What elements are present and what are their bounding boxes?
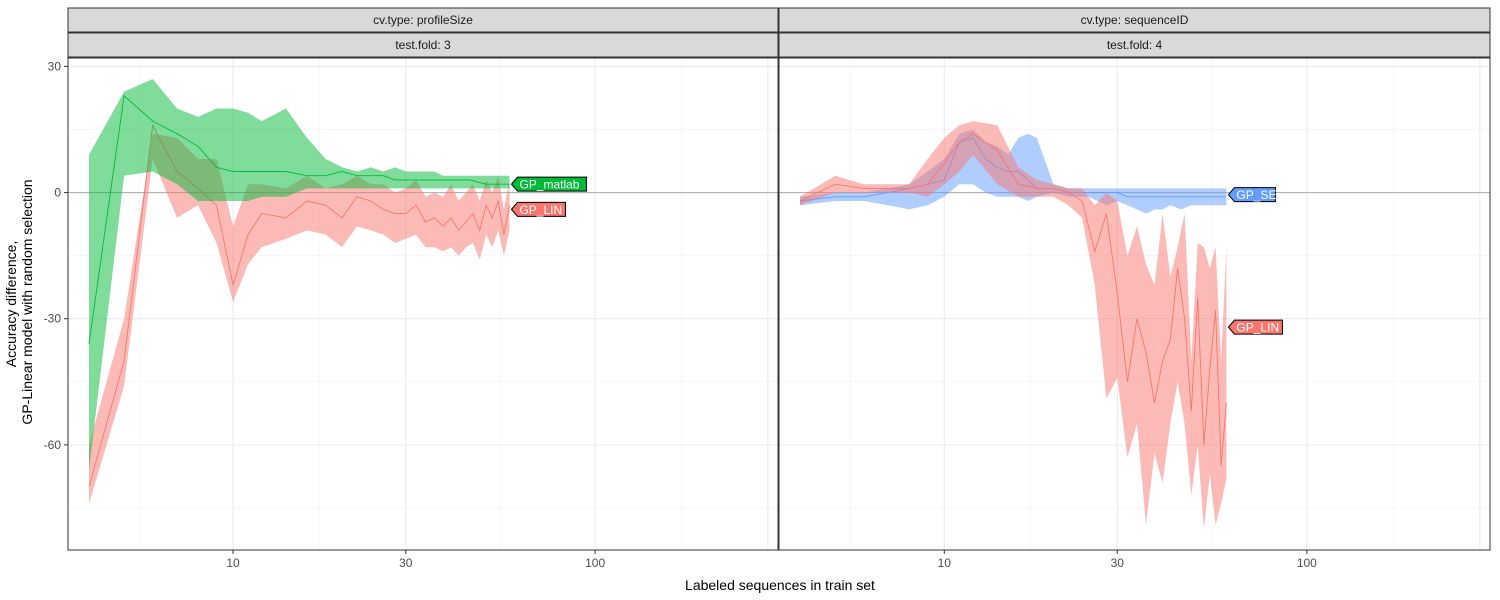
x-tick-label: 100 — [585, 556, 605, 570]
strip-bottom-label: test.fold: 4 — [1107, 38, 1163, 52]
label-box-gp-se — [1227, 187, 1276, 203]
y-axis-title: Accuracy difference, GP-Linear model wit… — [3, 179, 35, 424]
mean-line-gp-lin — [88, 123, 510, 488]
panel-border — [67, 57, 779, 551]
label-box-gp-lin — [1227, 319, 1283, 335]
y-tick-label: 0 — [54, 186, 61, 200]
x-tick-label: 10 — [226, 556, 240, 570]
y-tick-label: -60 — [44, 438, 62, 452]
x-axis-title: Labeled sequences in train set — [685, 577, 875, 593]
panel-1: cv.type: profileSize test.fold: 3 GP_LIN GP… — [44, 7, 779, 570]
mean-line-gp-lin — [799, 133, 1227, 466]
strip-bottom-label: test.fold: 3 — [395, 38, 451, 52]
strip-top-bg — [67, 7, 779, 33]
y-axis-title-line-2: GP-Linear model with random selection — [19, 179, 35, 424]
x-tick-label: 30 — [1111, 556, 1125, 570]
strip-top-bg — [778, 7, 1491, 33]
ribbon-gp-lin — [800, 121, 1227, 529]
panel-border — [778, 57, 1491, 551]
y-tick-label: -30 — [44, 312, 62, 326]
ribbon-gp-lin — [89, 133, 510, 504]
strip-bottom-bg — [67, 32, 779, 58]
label-gp-lin: GP_LIN — [1236, 321, 1279, 335]
x-tick-label: 10 — [938, 556, 952, 570]
strip-bottom-bg — [778, 32, 1491, 58]
label-box-gp-lin — [510, 201, 566, 217]
label-gp-lin: GP_LIN — [519, 203, 562, 217]
label-gp-se: GP_SE — [1236, 188, 1276, 202]
x-tick-label: 100 — [1297, 556, 1317, 570]
x-tick-label: 30 — [399, 556, 413, 570]
panel-2: cv.type: sequenceID test.fold: 4 GP_SE GP_L… — [778, 7, 1491, 570]
label-gp-matlab: GP_matlab — [519, 178, 579, 192]
y-axis-title-line-1: Accuracy difference, — [3, 241, 19, 368]
mean-line-gp-matlab — [88, 94, 510, 344]
strip-top-label: cv.type: profileSize — [373, 13, 473, 27]
y-tick-label: 30 — [48, 59, 62, 73]
ribbon-gp-matlab — [89, 79, 510, 471]
label-box-gp-matlab — [510, 176, 587, 192]
strip-top-label: cv.type: sequenceID — [1081, 13, 1189, 27]
